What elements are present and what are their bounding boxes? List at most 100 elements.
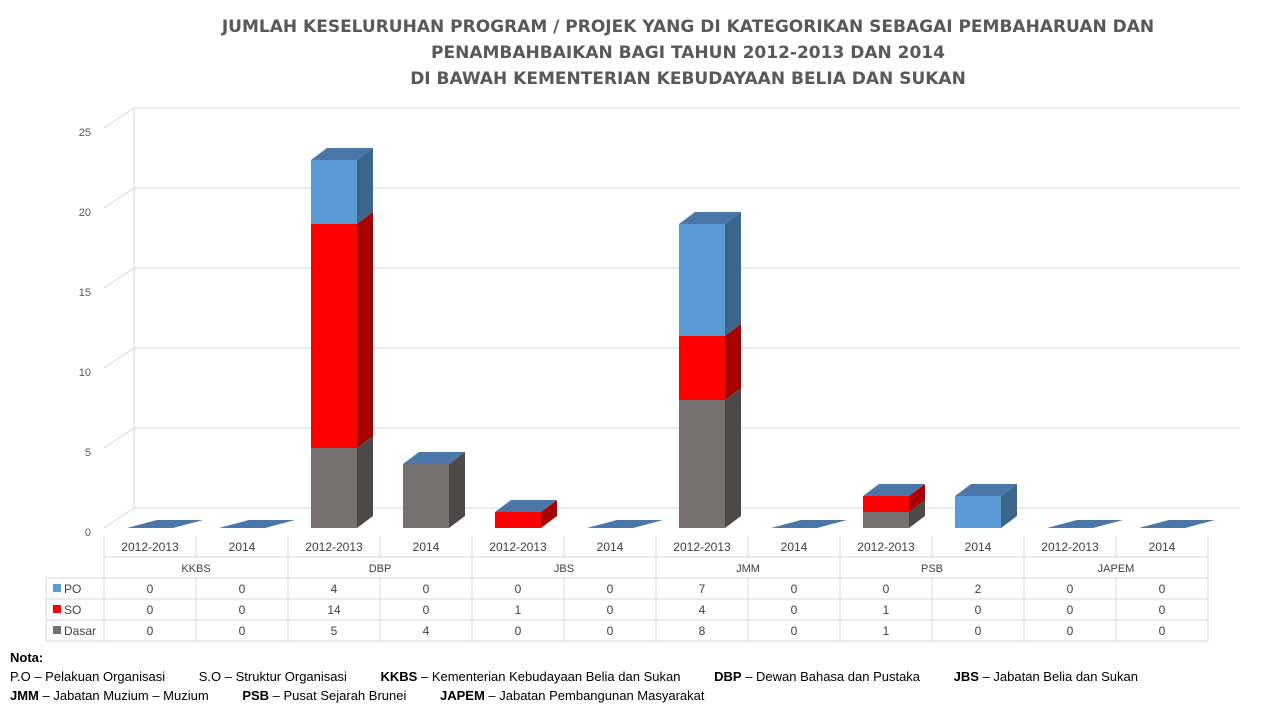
gridline-side xyxy=(103,507,135,529)
bar-so-front xyxy=(311,224,357,448)
table-value: 0 xyxy=(239,582,246,596)
table-value: 0 xyxy=(147,582,154,596)
x-tick-label: 2014 xyxy=(965,540,992,554)
bar-dasar-front xyxy=(679,400,725,528)
bar-po-side xyxy=(357,148,373,224)
table-value: 5 xyxy=(331,624,338,638)
group-label: JBS xyxy=(554,563,574,575)
table-value: 0 xyxy=(607,582,614,596)
table-value: 8 xyxy=(699,624,706,638)
bar-so-front xyxy=(863,496,909,512)
notes-section: Nota: P.O – Pelakuan Organisasi S.O – St… xyxy=(10,648,1272,705)
table-value: 0 xyxy=(1067,582,1074,596)
table-value: 0 xyxy=(515,582,522,596)
note-item: JBS – Jabatan Belia dan Sukan xyxy=(954,669,1138,684)
table-value: 0 xyxy=(1067,624,1074,638)
gridline-side xyxy=(103,107,135,129)
table-value: 0 xyxy=(1159,603,1166,617)
bar-so-top xyxy=(495,500,557,512)
note-item: P.O – Pelakuan Organisasi xyxy=(10,669,165,684)
notes-items: P.O – Pelakuan Organisasi S.O – Struktur… xyxy=(10,669,1168,703)
y-tick-label: 10 xyxy=(79,367,91,379)
bar-dasar-front xyxy=(863,512,909,528)
chart-title-line: JUMLAH KESELURUHAN PROGRAM / PROJEK YANG… xyxy=(221,17,1155,37)
notes-label: Nota: xyxy=(10,650,44,665)
y-tick-label: 20 xyxy=(79,207,91,219)
table-value: 0 xyxy=(975,624,982,638)
note-abbr: JAPEM xyxy=(439,688,485,703)
gridline-side xyxy=(103,347,135,369)
bar-dasar-front xyxy=(311,448,357,528)
y-tick-label: 15 xyxy=(79,287,91,299)
note-item: JAPEM – Jabatan Pembangunan Masyarakat xyxy=(440,688,705,703)
table-value: 0 xyxy=(975,603,982,617)
bar-dasar-side xyxy=(909,500,925,528)
bar-dasar-top xyxy=(403,452,465,464)
group-label: JAPEM xyxy=(1098,563,1135,575)
table-value: 0 xyxy=(423,582,430,596)
gridline-side xyxy=(103,267,135,289)
note-text: – Pusat Sejarah Brunei xyxy=(269,688,407,703)
x-tick-label: 2012-2013 xyxy=(305,540,363,554)
group-label: KKBS xyxy=(181,563,210,575)
legend-key-dasar xyxy=(53,626,61,634)
y-tick-label: 5 xyxy=(85,447,91,459)
y-tick-label: 0 xyxy=(85,527,91,539)
bar-dasar-side xyxy=(725,388,741,528)
legend-key-po xyxy=(53,584,61,592)
group-label: DBP xyxy=(369,563,392,575)
table-value: 0 xyxy=(883,582,890,596)
table-value: 0 xyxy=(791,582,798,596)
table-value: 0 xyxy=(515,624,522,638)
note-text: – Kementerian Kebudayaan Belia dan Sukan xyxy=(417,669,681,684)
group-label: PSB xyxy=(921,563,943,575)
note-item: DBP – Dewan Bahasa dan Pustaka xyxy=(714,669,920,684)
note-text: – Jabatan Pembangunan Masyarakat xyxy=(484,688,705,703)
bar-zero-cap xyxy=(127,520,203,528)
table-value: 0 xyxy=(791,624,798,638)
bar-zero-cap xyxy=(587,520,663,528)
table-value: 0 xyxy=(239,624,246,638)
table-value: 1 xyxy=(515,603,522,617)
x-tick-label: 2012-2013 xyxy=(673,540,731,554)
gridline-side xyxy=(103,427,135,449)
note-item: KKBS – Kementerian Kebudayaan Belia dan … xyxy=(381,669,681,684)
bar-po-front xyxy=(679,224,725,336)
bar-so-side xyxy=(725,324,741,400)
chart-title: JUMLAH KESELURUHAN PROGRAM / PROJEK YANG… xyxy=(0,14,1280,92)
series-label: Dasar xyxy=(64,624,96,638)
bar-po-front xyxy=(955,496,1001,528)
table-value: 0 xyxy=(1067,603,1074,617)
bar-dasar-side xyxy=(449,452,465,528)
x-tick-label: 2012-2013 xyxy=(489,540,547,554)
x-tick-label: 2012-2013 xyxy=(121,540,179,554)
table-value: 4 xyxy=(331,582,338,596)
table-value: 4 xyxy=(423,624,430,638)
x-tick-label: 2014 xyxy=(597,540,624,554)
bar-zero-cap xyxy=(1139,520,1215,528)
table-value: 0 xyxy=(607,624,614,638)
note-text: – Jabatan Belia dan Sukan xyxy=(978,669,1138,684)
gridline-side xyxy=(103,187,135,209)
bar-po-top xyxy=(311,148,373,160)
table-value: 2 xyxy=(975,582,982,596)
bar-so-front xyxy=(495,512,541,528)
note-abbr: PSB xyxy=(242,688,270,703)
table-value: 0 xyxy=(1159,582,1166,596)
note-abbr: JMM xyxy=(10,688,39,703)
bar-so-top xyxy=(863,484,925,496)
bar-zero-cap xyxy=(771,520,847,528)
table-value: 4 xyxy=(699,603,706,617)
bar-so-side xyxy=(357,212,373,448)
chart-title-line: PENAMBAHBAIKAN BAGI TAHUN 2012-2013 DAN … xyxy=(431,43,945,63)
legend-key-so xyxy=(53,605,61,613)
y-tick-label: 25 xyxy=(79,127,91,139)
note-abbr: P.O xyxy=(10,669,31,684)
note-text: – Struktur Organisasi xyxy=(221,669,347,684)
note-item: PSB – Pusat Sejarah Brunei xyxy=(242,688,406,703)
table-value: 0 xyxy=(147,603,154,617)
bar-po-top xyxy=(679,212,741,224)
bar-po-front xyxy=(311,160,357,224)
table-value: 0 xyxy=(239,603,246,617)
bar-zero-cap xyxy=(1047,520,1123,528)
